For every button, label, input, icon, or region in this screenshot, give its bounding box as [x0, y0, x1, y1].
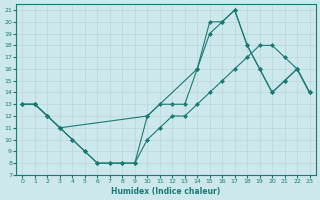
X-axis label: Humidex (Indice chaleur): Humidex (Indice chaleur) — [111, 187, 221, 196]
